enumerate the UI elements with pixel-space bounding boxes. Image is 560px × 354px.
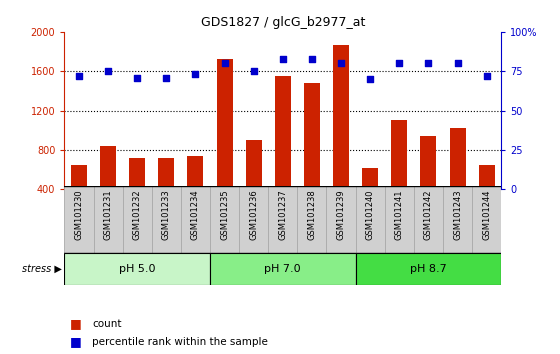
Text: count: count — [92, 319, 122, 329]
Point — [249, 68, 258, 74]
Bar — [333, 45, 349, 189]
Bar — [326, 186, 356, 253]
Bar — [297, 186, 326, 253]
Point — [278, 56, 287, 62]
Point — [133, 75, 142, 80]
Bar — [362, 168, 378, 189]
Text: pH 8.7: pH 8.7 — [410, 264, 447, 274]
Point — [307, 56, 316, 62]
Bar — [210, 253, 356, 285]
Point — [162, 75, 171, 80]
Bar — [443, 186, 472, 253]
Bar — [152, 186, 181, 253]
Bar — [129, 158, 145, 189]
Bar — [181, 186, 210, 253]
Text: GSM101243: GSM101243 — [453, 189, 462, 240]
Point — [424, 61, 433, 66]
Text: GSM101244: GSM101244 — [482, 189, 491, 240]
Text: ■: ■ — [70, 335, 82, 348]
Text: ■: ■ — [70, 318, 82, 330]
Bar — [421, 136, 436, 189]
Text: pH 5.0: pH 5.0 — [119, 264, 156, 274]
Text: pH 7.0: pH 7.0 — [264, 264, 301, 274]
Point — [191, 72, 200, 77]
Bar — [210, 186, 239, 253]
Point — [220, 61, 229, 66]
Bar — [64, 253, 210, 285]
Text: GSM101240: GSM101240 — [366, 189, 375, 240]
Bar — [217, 59, 232, 189]
Text: percentile rank within the sample: percentile rank within the sample — [92, 337, 268, 347]
Bar — [158, 158, 174, 189]
Bar — [304, 83, 320, 189]
Text: GSM101230: GSM101230 — [74, 189, 83, 240]
Text: GSM101232: GSM101232 — [133, 189, 142, 240]
Bar — [391, 120, 407, 189]
Bar — [268, 186, 297, 253]
Bar — [188, 156, 203, 189]
Bar — [472, 186, 501, 253]
Bar — [414, 186, 443, 253]
Title: GDS1827 / glcG_b2977_at: GDS1827 / glcG_b2977_at — [200, 16, 365, 29]
Point — [395, 61, 404, 66]
Text: GSM101233: GSM101233 — [162, 189, 171, 240]
Bar — [123, 186, 152, 253]
Bar — [450, 129, 465, 189]
Point — [482, 73, 491, 79]
Text: GSM101234: GSM101234 — [191, 189, 200, 240]
Text: GSM101231: GSM101231 — [104, 189, 113, 240]
Bar — [356, 186, 385, 253]
Bar — [385, 186, 414, 253]
Text: GSM101236: GSM101236 — [249, 189, 258, 240]
Bar — [275, 76, 291, 189]
Bar — [356, 253, 501, 285]
Bar — [64, 186, 94, 253]
Text: GSM101238: GSM101238 — [307, 189, 316, 240]
Point — [74, 73, 83, 79]
Point — [366, 76, 375, 82]
Text: GSM101237: GSM101237 — [278, 189, 287, 240]
Bar — [100, 146, 116, 189]
Point — [104, 68, 113, 74]
Bar — [479, 165, 494, 189]
Point — [337, 61, 346, 66]
Text: GSM101235: GSM101235 — [220, 189, 229, 240]
Bar — [94, 186, 123, 253]
Text: stress ▶: stress ▶ — [22, 264, 62, 274]
Bar — [246, 140, 262, 189]
Text: GSM101239: GSM101239 — [337, 189, 346, 240]
Point — [453, 61, 462, 66]
Text: GSM101242: GSM101242 — [424, 189, 433, 240]
Bar — [71, 165, 87, 189]
Bar — [239, 186, 268, 253]
Text: GSM101241: GSM101241 — [395, 189, 404, 240]
